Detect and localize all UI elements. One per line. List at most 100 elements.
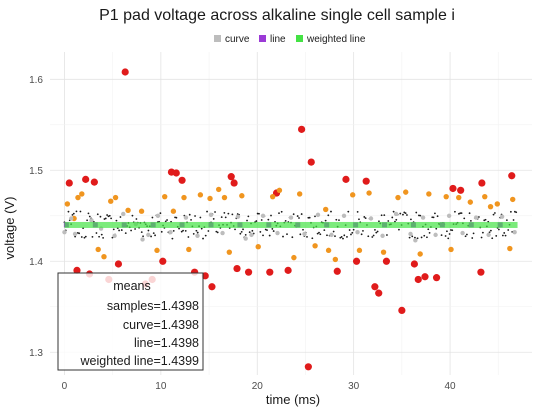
sample-point [244, 233, 247, 236]
sample-point [147, 229, 150, 232]
sample-point [140, 231, 143, 234]
curve-point [72, 231, 78, 237]
outlier-point [73, 266, 81, 274]
sample-point [360, 233, 363, 236]
sample-point [419, 214, 422, 217]
sample-point [464, 235, 467, 238]
outlier-point [417, 251, 423, 257]
curve-point [235, 214, 241, 219]
sample-point [78, 232, 81, 235]
sample-point [492, 213, 495, 216]
sample-point [212, 218, 215, 220]
sample-point [130, 229, 132, 232]
sample-point [351, 231, 354, 234]
sample-point [444, 235, 447, 237]
sample-point [481, 231, 484, 234]
sample-point [102, 236, 105, 239]
curve-point [89, 218, 94, 223]
sample-point [104, 217, 107, 220]
y-tick-label: 1.3 [29, 348, 43, 359]
outlier-point [494, 201, 500, 207]
curve-point [486, 232, 491, 238]
outlier-point [371, 283, 379, 291]
sample-point [91, 235, 94, 238]
sample-point [75, 210, 78, 213]
outlier-point [101, 254, 107, 260]
sample-point [192, 232, 195, 235]
sample-point [98, 235, 101, 238]
outlier-point [457, 186, 465, 194]
sample-point [299, 233, 302, 236]
sample-point [87, 212, 90, 215]
means-samples: samples=1.4398 [107, 299, 199, 313]
legend-swatch-weighted-line [296, 35, 303, 42]
means-box-frame [57, 272, 204, 371]
x-tick-label: 20 [252, 381, 264, 392]
sample-point [188, 213, 191, 216]
sample-point [326, 234, 328, 237]
outlier-point [95, 246, 101, 253]
curve-point [195, 233, 200, 238]
sample-point [190, 218, 192, 221]
sample-point [402, 213, 404, 216]
curve-point [368, 216, 374, 221]
outlier-point [75, 194, 81, 201]
sample-point [458, 212, 460, 215]
curve-point [420, 215, 426, 220]
sample-point [234, 228, 236, 231]
outlier-point [82, 175, 90, 183]
axis-ticks: 0 10 20 30 40 1.3 1.4 1.5 1.6 [29, 75, 456, 392]
curve-point [473, 215, 479, 220]
curve-point [275, 230, 280, 236]
sample-point [160, 230, 163, 233]
outlier-point [208, 283, 216, 291]
sample-point [248, 231, 251, 234]
curve-point [329, 232, 334, 238]
sample-point [175, 216, 178, 219]
outlier-point [507, 245, 513, 252]
sample-point [302, 228, 304, 231]
sample-point [84, 235, 87, 238]
curve-point [69, 216, 74, 221]
outlier-point [375, 289, 383, 297]
sample-point [72, 212, 75, 215]
outlier-point [291, 254, 297, 261]
curve-point [499, 214, 505, 219]
sample-point [308, 216, 311, 219]
sample-point [378, 220, 380, 223]
sample-point [415, 211, 418, 214]
sample-point [416, 237, 419, 240]
means-title: means [113, 279, 151, 293]
curve-point [260, 213, 266, 218]
means-curve: curve=1.4398 [123, 318, 199, 332]
outlier-point [478, 179, 486, 187]
outlier-point [170, 208, 177, 214]
outlier-point [181, 194, 187, 201]
sample-point [395, 218, 398, 221]
outlier-point [159, 257, 167, 265]
sample-point [88, 215, 91, 218]
sample-point [340, 236, 343, 238]
weighted-line-band [64, 221, 518, 228]
sample-point [231, 213, 234, 216]
y-tick-label: 1.5 [29, 166, 43, 177]
sample-point [406, 214, 408, 216]
sample-point [493, 212, 496, 214]
sample-point [99, 215, 102, 218]
sample-point [350, 233, 352, 236]
outlier-point [125, 207, 131, 214]
outlier-point [398, 306, 406, 314]
sample-point [220, 216, 223, 219]
outlier-point [510, 196, 516, 203]
sample-point [459, 212, 462, 215]
sample-point [307, 216, 310, 219]
sample-point [115, 219, 118, 222]
sample-point [120, 229, 123, 231]
outlier-point [269, 193, 276, 200]
outlier-point [172, 169, 180, 177]
sample-point [497, 228, 500, 231]
curve-point [155, 213, 161, 218]
x-tick-label: 0 [62, 381, 68, 392]
sample-point [342, 237, 344, 240]
sample-point [298, 217, 300, 219]
